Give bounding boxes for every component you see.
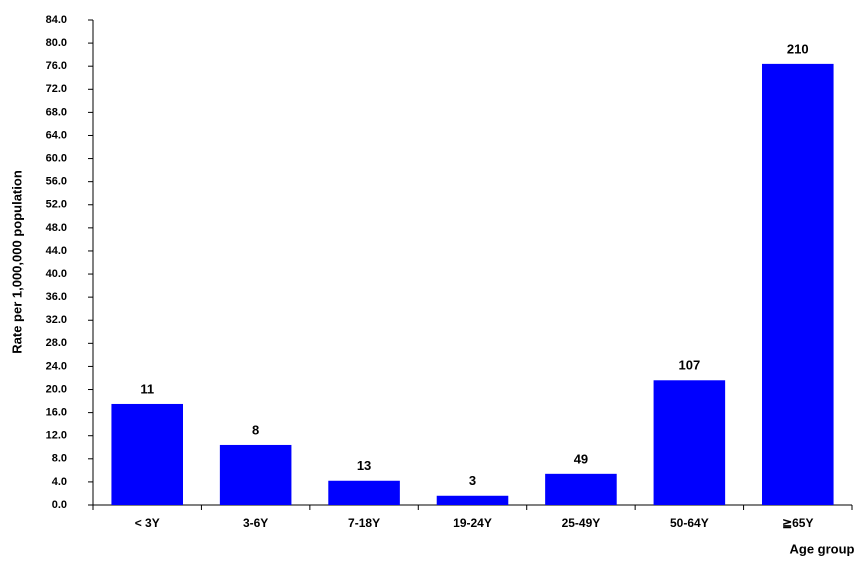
y-tick-label: 24.0 [46,360,67,372]
y-tick-label: 4.0 [52,476,67,488]
case-count-label: 11 [140,381,154,396]
bar [545,473,617,505]
y-tick-label: 56.0 [46,176,67,188]
y-tick-label: 8.0 [52,453,67,465]
y-tick-label: 36.0 [46,291,67,303]
y-tick-label: 16.0 [46,407,67,419]
y-tick-label: 64.0 [46,129,67,141]
case-count-label: 13 [357,458,371,473]
x-tick-label: 50-64Y [670,516,709,530]
bar [436,495,509,505]
y-tick-label: 84.0 [46,14,67,26]
y-tick-label: 52.0 [46,199,67,211]
y-tick-label: 72.0 [46,83,67,95]
bar [762,63,834,505]
y-axis-label: Rate per 1,000,000 population [9,170,24,354]
y-tick-label: 28.0 [46,337,67,349]
case-count-label: 49 [574,451,588,466]
bar [111,403,183,505]
x-tick-label: ≧65Y [782,516,813,530]
y-tick-label: 68.0 [46,106,67,118]
case-count-label: 107 [679,358,701,373]
y-tick-label: 12.0 [46,430,67,442]
bar [219,444,292,505]
case-count-label: 210 [787,41,809,56]
y-tick-label: 44.0 [46,245,67,257]
y-tick-label: 32.0 [46,314,67,326]
x-tick-label: 3-6Y [243,516,268,530]
x-tick-label: < 3Y [135,516,160,530]
y-tick-label: 76.0 [46,60,67,72]
case-count-label: 8 [252,422,259,437]
bar [653,380,726,505]
y-tick-label: 40.0 [46,268,67,280]
y-tick-label: 48.0 [46,222,67,234]
case-count-label: 3 [469,473,476,488]
y-tick-label: 20.0 [46,383,67,395]
x-tick-label: 19-24Y [453,516,492,530]
y-tick-label: 80.0 [46,37,67,49]
y-tick-label: 0.0 [52,499,67,511]
x-tick-label: 25-49Y [562,516,601,530]
x-axis-label: Age group [790,541,855,556]
bar [328,480,400,505]
x-tick-label: 7-18Y [348,516,380,530]
y-tick-label: 60.0 [46,152,67,164]
